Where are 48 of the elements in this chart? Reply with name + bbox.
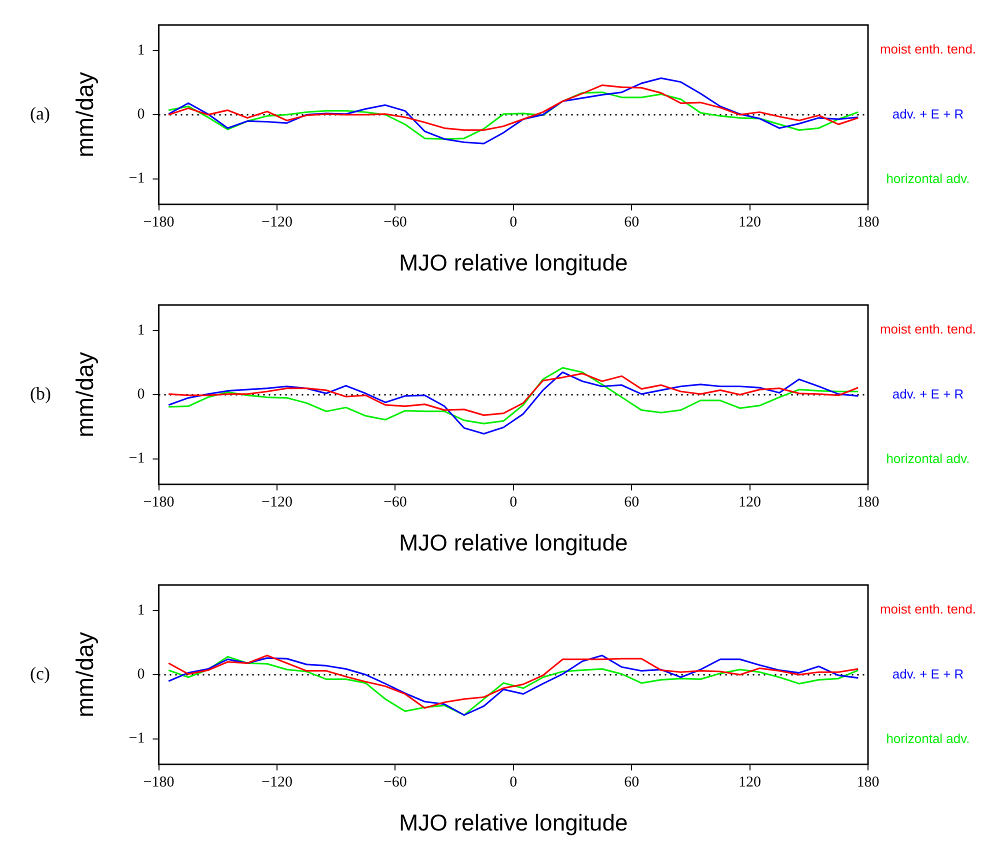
x-tick-label: −60: [383, 774, 407, 790]
y-tick-label: −1: [128, 450, 145, 467]
y-tick-label: −1: [128, 730, 145, 747]
x-tick-label: 60: [624, 494, 640, 510]
text: horizontal adv.: [886, 730, 970, 746]
x-tick-label: 60: [624, 774, 640, 790]
x-tick-label: 0: [510, 774, 518, 790]
x-tick-label: −60: [383, 494, 407, 510]
x-tick-label: −60: [383, 214, 407, 230]
y-tick-label: 1: [137, 42, 145, 59]
text: horizontal adv.: [886, 450, 970, 466]
x-tick-label: 120: [738, 774, 762, 790]
x-axis-title: MJO relative longitude: [398, 530, 628, 556]
x-tick-label: 180: [856, 774, 880, 790]
text: adv. + E + R: [892, 666, 964, 682]
x-tick-label: −120: [261, 494, 292, 510]
x-tick-label: −180: [143, 774, 174, 790]
y-tick-label: 1: [137, 602, 145, 619]
x-tick-label: −120: [261, 214, 292, 230]
x-tick-label: 60: [624, 214, 640, 230]
text: adv. + E + R: [892, 106, 964, 122]
text: moist enth. tend.: [880, 42, 976, 57]
x-tick-label: −180: [143, 494, 174, 510]
x-tick-label: 0: [510, 214, 518, 230]
text: (a): [30, 103, 50, 124]
x-tick-label: 180: [856, 214, 880, 230]
y-axis-title: mm/day: [72, 352, 100, 438]
text: moist enth. tend.: [880, 322, 976, 337]
x-tick-label: 120: [738, 494, 762, 510]
y-tick-label: 0: [137, 106, 145, 123]
y-tick-label: 1: [137, 322, 145, 339]
text: (b): [30, 383, 51, 404]
x-tick-label: 0: [510, 494, 518, 510]
x-tick-label: 180: [856, 494, 880, 510]
text: moist enth. tend.: [880, 602, 976, 617]
x-axis-title: MJO relative longitude: [398, 810, 628, 836]
y-tick-label: 0: [137, 666, 145, 683]
x-axis-title: MJO relative longitude: [398, 250, 628, 276]
y-tick-label: −1: [128, 170, 145, 187]
text: (c): [30, 663, 50, 684]
y-axis-title: mm/day: [72, 632, 100, 718]
y-axis-title: mm/day: [72, 72, 100, 158]
text: adv. + E + R: [892, 386, 964, 402]
x-tick-label: 120: [738, 214, 762, 230]
y-tick-label: 0: [137, 386, 145, 403]
x-tick-label: −120: [261, 774, 292, 790]
x-tick-label: −180: [143, 214, 174, 230]
text: horizontal adv.: [886, 170, 970, 186]
